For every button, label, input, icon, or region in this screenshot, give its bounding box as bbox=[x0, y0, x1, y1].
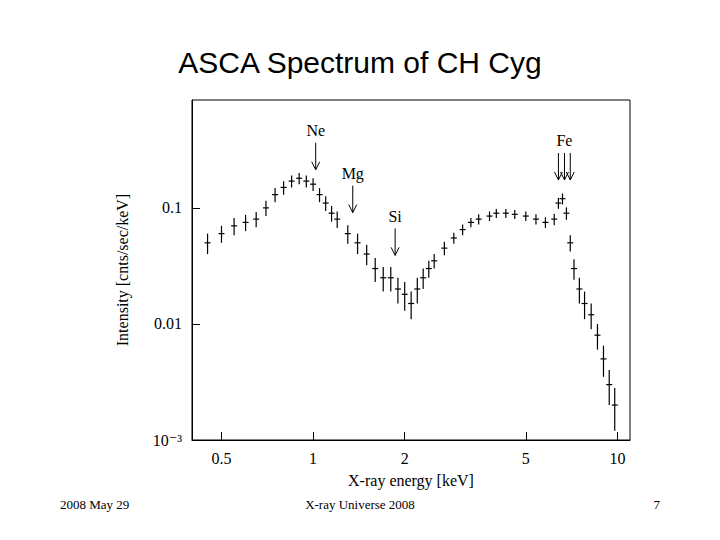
svg-text:1: 1 bbox=[309, 450, 317, 467]
svg-text:ASCA Spectrum of CH Cyg: ASCA Spectrum of CH Cyg bbox=[178, 46, 541, 79]
svg-text:7: 7 bbox=[654, 497, 661, 512]
svg-text:5: 5 bbox=[522, 450, 530, 467]
svg-text:0.5: 0.5 bbox=[211, 450, 231, 467]
svg-text:0.01: 0.01 bbox=[154, 315, 182, 332]
svg-text:Fe: Fe bbox=[556, 132, 572, 149]
svg-text:2008 May 29: 2008 May 29 bbox=[60, 497, 129, 512]
svg-text:0.1: 0.1 bbox=[162, 199, 182, 216]
svg-text:10⁻³: 10⁻³ bbox=[153, 432, 182, 449]
svg-text:X-ray Universe 2008: X-ray Universe 2008 bbox=[305, 497, 415, 512]
svg-text:10: 10 bbox=[609, 450, 625, 467]
svg-text:Intensity [cnts/sec/keV]: Intensity [cnts/sec/keV] bbox=[114, 194, 132, 346]
svg-text:X-ray energy [keV]: X-ray energy [keV] bbox=[348, 472, 474, 490]
svg-text:Ne: Ne bbox=[306, 122, 325, 139]
svg-text:2: 2 bbox=[401, 450, 409, 467]
svg-text:Si: Si bbox=[388, 208, 402, 225]
svg-text:Mg: Mg bbox=[342, 165, 364, 183]
